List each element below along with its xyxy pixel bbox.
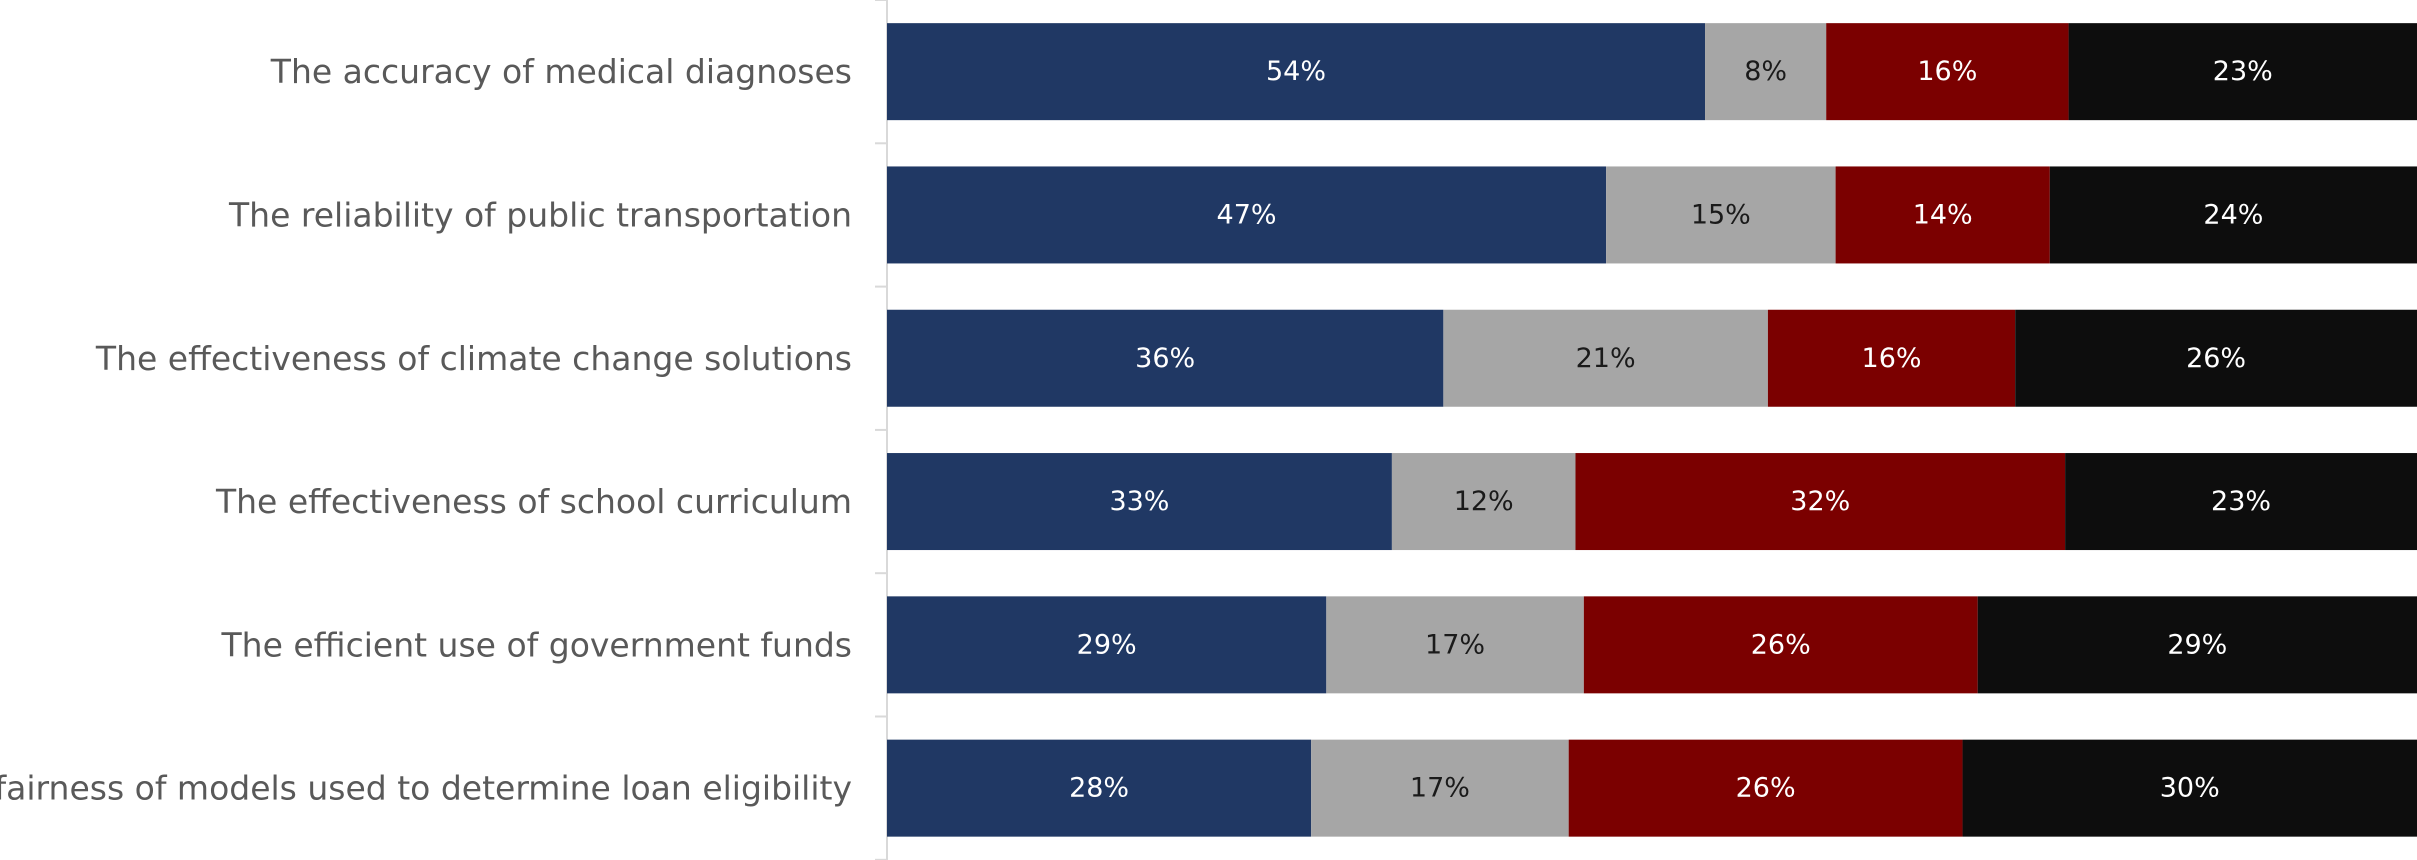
bar-segment-4 bbox=[1977, 596, 2417, 694]
bar-segment-3 bbox=[1826, 23, 2069, 121]
bars: 54% 8% 16% 23% 47% 15% 14% 24% 36% 21% 16% 26% 33% 12… bbox=[887, 23, 2417, 837]
data-label: 26% bbox=[2186, 343, 2246, 374]
data-label: 32% bbox=[1790, 486, 1850, 517]
data-label: 16% bbox=[1917, 56, 1977, 87]
data-label: 15% bbox=[1691, 199, 1751, 230]
data-label: 29% bbox=[2167, 629, 2227, 660]
data-label: 21% bbox=[1576, 343, 1636, 374]
data-label: 23% bbox=[2213, 56, 2273, 87]
bar-segment-4 bbox=[1962, 739, 2417, 837]
data-label: 17% bbox=[1425, 629, 1485, 660]
data-label: 8% bbox=[1744, 56, 1787, 87]
data-label: 29% bbox=[1077, 629, 1137, 660]
data-label: 47% bbox=[1217, 199, 1277, 230]
bar-segment-3 bbox=[1835, 166, 2050, 264]
bar-segment-3 bbox=[1568, 739, 1963, 837]
category-labels: The accuracy of medical diagnoses The rel… bbox=[0, 52, 852, 808]
bar-segment-1 bbox=[887, 453, 1392, 551]
bar-segment-3 bbox=[1583, 596, 1978, 694]
data-label: 26% bbox=[1751, 629, 1811, 660]
bar-segment-2 bbox=[1443, 309, 1768, 407]
data-label: 17% bbox=[1410, 773, 1470, 804]
category-label: The efficient use of government funds bbox=[221, 625, 852, 664]
bar-segment-2 bbox=[1606, 166, 1836, 264]
data-label: 14% bbox=[1913, 199, 1973, 230]
bar-segment-4 bbox=[2015, 309, 2417, 407]
category-label: The accuracy of medical diagnoses bbox=[270, 52, 852, 91]
data-label: 36% bbox=[1135, 343, 1195, 374]
category-label: The effectiveness of school curriculum bbox=[215, 482, 852, 521]
bar-segment-3 bbox=[1767, 309, 2016, 407]
data-label: 54% bbox=[1266, 56, 1326, 87]
data-label: 12% bbox=[1454, 486, 1514, 517]
bar-segment-2 bbox=[1705, 23, 1827, 121]
bar-segment-4 bbox=[2049, 166, 2417, 264]
bar-segment-1 bbox=[887, 309, 1444, 407]
data-label: 33% bbox=[1109, 486, 1169, 517]
category-label: The effectiveness of climate change solu… bbox=[95, 339, 852, 378]
bar-segment-4 bbox=[2068, 23, 2417, 121]
data-label: 16% bbox=[1862, 343, 1922, 374]
bar-segment-4 bbox=[2065, 453, 2417, 551]
category-label: The fairness of models used to determine… bbox=[0, 769, 852, 808]
data-label: 28% bbox=[1069, 773, 1129, 804]
bar-segment-2 bbox=[1311, 739, 1569, 837]
category-axis bbox=[875, 0, 888, 860]
bar-segment-1 bbox=[887, 166, 1607, 264]
data-label: 23% bbox=[2211, 486, 2271, 517]
bar-segment-1 bbox=[887, 23, 1706, 121]
data-label: 26% bbox=[1736, 773, 1796, 804]
data-label: 24% bbox=[2203, 199, 2263, 230]
bar-segment-3 bbox=[1575, 453, 2066, 551]
bar-segment-2 bbox=[1326, 596, 1584, 694]
data-label: 30% bbox=[2160, 773, 2220, 804]
bar-segment-1 bbox=[887, 739, 1312, 837]
bar-segment-1 bbox=[887, 596, 1327, 694]
category-label: The reliability of public transportation bbox=[228, 195, 852, 234]
bar-segment-2 bbox=[1391, 453, 1576, 551]
